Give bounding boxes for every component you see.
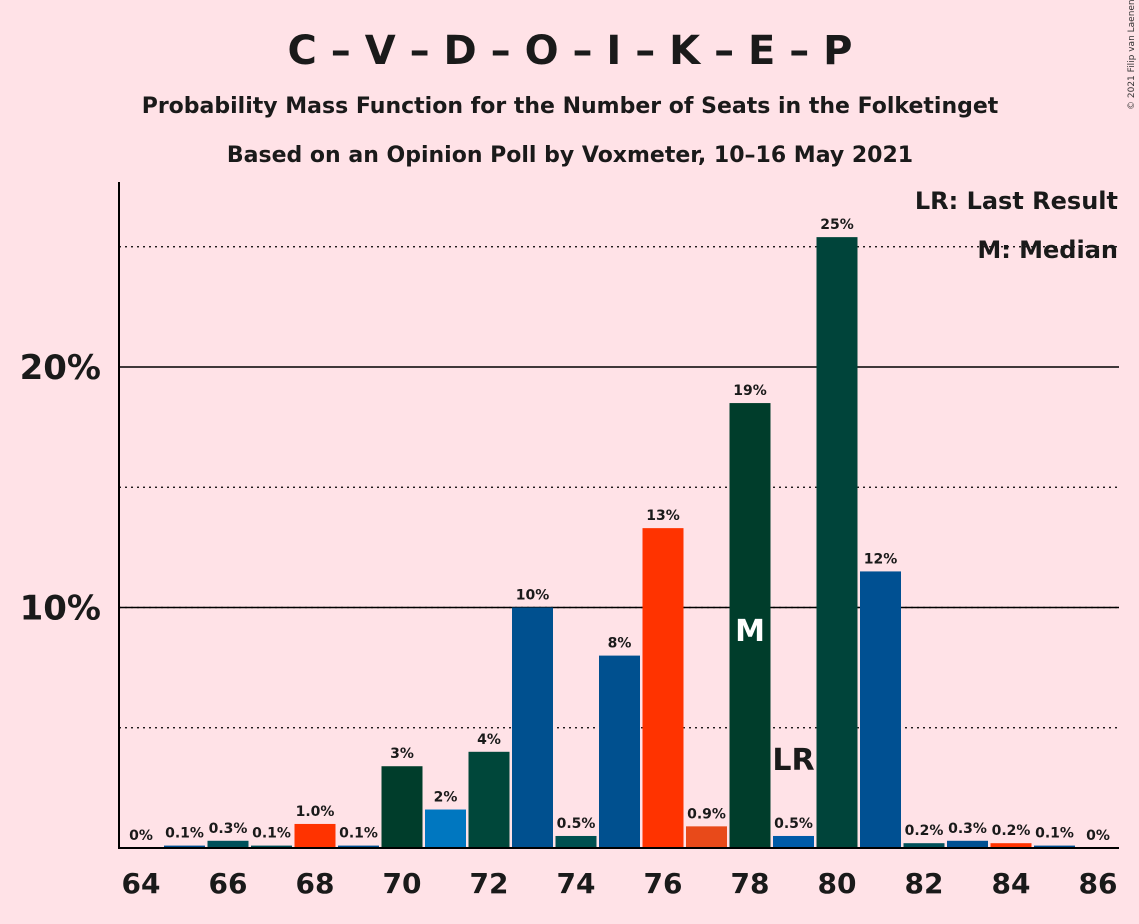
data-label-seat-82: 0.2% xyxy=(905,823,944,839)
bars xyxy=(164,237,1075,848)
x-tick-label: 76 xyxy=(644,867,683,900)
x-axis-ticks: 64 66 68 70 72 74 76 78 80 82 84 86 xyxy=(122,867,1118,900)
data-label-seat-81: 12% xyxy=(864,551,898,567)
data-label-seat-86: 0% xyxy=(1086,828,1110,844)
x-tick-label: 70 xyxy=(383,867,422,900)
bar-seat-84 xyxy=(990,843,1032,848)
x-tick-label: 86 xyxy=(1079,867,1118,900)
bar-seat-85 xyxy=(1034,845,1075,848)
bar-seat-65 xyxy=(164,845,205,848)
x-tick-label: 66 xyxy=(209,867,248,900)
bar-seat-71 xyxy=(425,809,466,848)
data-label-seat-72: 4% xyxy=(477,732,501,748)
data-label-seat-73: 10% xyxy=(516,588,550,604)
data-label-seat-64: 0% xyxy=(129,828,153,844)
data-label-seat-78: 19% xyxy=(733,383,767,399)
chart-source-line: Based on an Opinion Poll by Voxmeter, 10… xyxy=(227,143,913,168)
legend-last-result: LR: Last Result xyxy=(915,187,1118,215)
last-result-marker: LR xyxy=(772,743,814,778)
bar-markers: M LR xyxy=(735,614,815,778)
x-tick-label: 80 xyxy=(818,867,857,900)
data-label-seat-70: 3% xyxy=(390,746,414,762)
bar-seat-68 xyxy=(294,823,336,848)
x-tick-label: 82 xyxy=(905,867,944,900)
data-label-seat-67: 0.1% xyxy=(252,826,291,842)
y-tick-label: 20% xyxy=(20,348,101,388)
data-label-seat-71: 2% xyxy=(434,790,458,806)
bar-seat-81 xyxy=(860,571,901,848)
bar-seat-78 xyxy=(729,403,771,848)
bar-seat-69 xyxy=(338,845,379,848)
chart-title: C – V – D – O – I – K – E – P xyxy=(288,28,853,74)
data-label-seat-74: 0.5% xyxy=(557,816,596,832)
data-label-seat-69: 0.1% xyxy=(339,826,378,842)
x-tick-label: 68 xyxy=(296,867,335,900)
data-label-seat-75: 8% xyxy=(608,636,632,652)
y-tick-label: 10% xyxy=(20,589,101,629)
data-label-seat-65: 0.1% xyxy=(165,826,204,842)
bar-seat-66 xyxy=(207,840,249,848)
bar-seat-76 xyxy=(642,528,684,848)
data-label-seat-85: 0.1% xyxy=(1035,826,1074,842)
data-label-seat-83: 0.3% xyxy=(948,821,987,837)
bar-seat-73 xyxy=(512,607,553,848)
data-label-seat-66: 0.3% xyxy=(209,821,248,837)
data-label-seat-79: 0.5% xyxy=(774,816,813,832)
bar-seat-67 xyxy=(251,845,292,848)
x-tick-label: 84 xyxy=(992,867,1031,900)
bar-seat-70 xyxy=(381,766,423,848)
x-tick-label: 78 xyxy=(731,867,770,900)
data-label-seat-68: 1.0% xyxy=(296,804,335,820)
bar-seat-80 xyxy=(816,237,858,848)
bar-seat-77 xyxy=(686,826,727,848)
data-labels: 0% 0.1% 0.3% 0.1%1.0%0.1%3%2%4%10%0.5%8%13%… xyxy=(129,217,1110,844)
chart-subtitle: Probability Mass Function for the Number… xyxy=(142,94,999,119)
data-label-seat-84: 0.2% xyxy=(992,823,1031,839)
bar-seat-79 xyxy=(773,835,814,848)
bar-seat-72 xyxy=(468,751,510,848)
data-label-seat-76: 13% xyxy=(646,508,680,524)
bar-seat-74 xyxy=(555,835,597,848)
x-tick-label: 74 xyxy=(557,867,596,900)
bar-seat-75 xyxy=(599,655,640,848)
bar-seat-82 xyxy=(903,843,945,848)
data-label-seat-80: 25% xyxy=(820,217,854,233)
x-tick-label: 64 xyxy=(122,867,161,900)
copyright-notice: © 2021 Filip van Laenen xyxy=(1127,0,1137,110)
bar-seat-83 xyxy=(947,840,988,848)
x-tick-label: 72 xyxy=(470,867,509,900)
median-marker: M xyxy=(735,614,765,649)
data-label-seat-77: 0.9% xyxy=(687,806,726,822)
legend-median: M: Median xyxy=(977,236,1118,264)
y-axis-ticks: 10% 20% xyxy=(20,348,101,629)
